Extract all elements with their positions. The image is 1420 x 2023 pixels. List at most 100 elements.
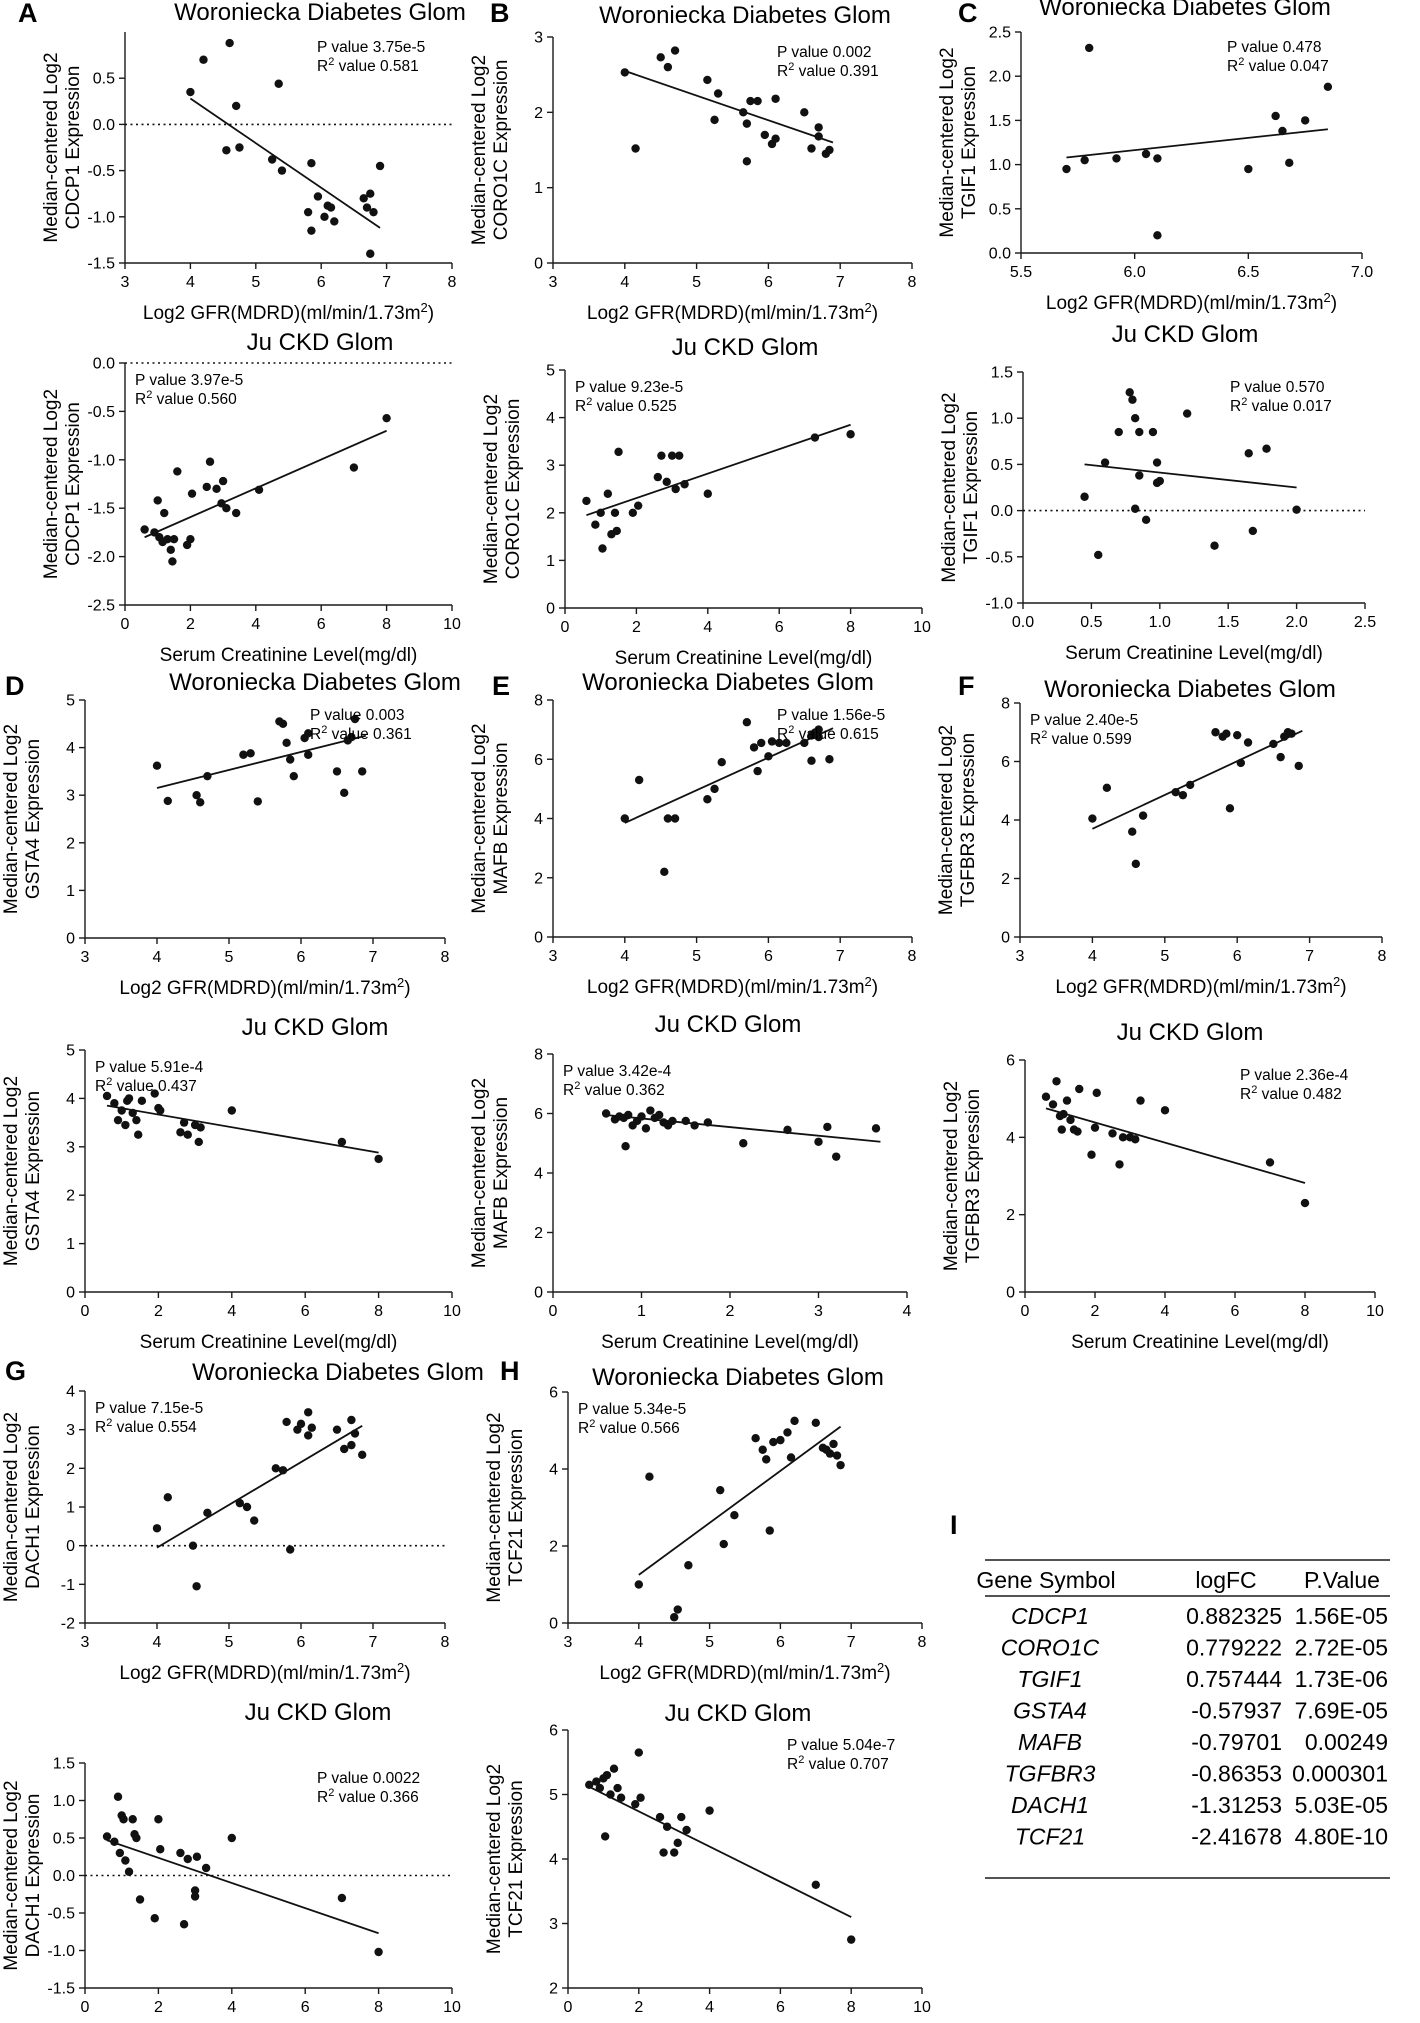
x-tick-label: 3 [81,1634,90,1651]
y-tick-label: 6 [549,1385,558,1402]
data-point [382,413,391,423]
data-point [239,750,248,759]
pvalue-cell: 4.80E-10 [1295,1824,1388,1850]
y-tick-label: 3 [66,1139,75,1156]
y-tick-label: 2 [546,505,555,522]
data-point [154,1815,163,1824]
data-point [713,89,723,98]
y-tick-label: -2.5 [87,598,115,615]
pvalue-cell: 7.69E-05 [1295,1698,1388,1724]
x-axis-label: Log2 GFR(MDRD)(ml/min/1.73m2) [1055,974,1346,999]
x-tick-label: 8 [847,1999,856,2016]
regression-line [106,1104,379,1154]
data-point [682,1825,691,1835]
y-tick-label: 1 [66,883,75,900]
data-point [807,756,816,765]
data-point [739,108,748,117]
data-point [1211,728,1220,737]
chart-title: Ju CKD Glom [1117,1019,1264,1046]
data-point [113,1792,123,1801]
regression-line [624,727,834,824]
chart-title: Woroniecka Diabetes Glom [192,1359,484,1386]
data-point [1100,458,1110,467]
data-point [603,489,613,498]
data-point [1131,1135,1140,1144]
p-value-label: P value 2.36e-4 [1240,1067,1349,1084]
gene-symbol-cell: CDCP1 [1011,1603,1089,1629]
x-axis-label: Log2 GFR(MDRD)(ml/min/1.73m2) [143,300,434,325]
data-point [783,1125,792,1135]
x-tick-label: 10 [443,616,461,633]
x-tick-label: 7 [836,274,845,291]
data-point [1048,1100,1058,1109]
x-tick-label: 8 [908,274,917,291]
x-axis-label: Log2 GFR(MDRD)(ml/min/1.73m2) [599,1660,890,1685]
y-tick-label: 0 [1001,930,1010,947]
x-tick-label: 10 [443,1303,461,1320]
x-axis-label: Serum Creatinine Level(mg/dl) [140,1332,398,1353]
data-point [186,87,195,97]
y-tick-label: 0.0 [93,356,115,373]
data-point [690,1121,699,1130]
y-axis-label: Median-centered Log2TGIF1 Expression [939,392,982,582]
data-point [205,457,215,466]
chart-title: Ju CKD Glom [665,1700,812,1727]
y-tick-label: 2 [549,1981,558,1998]
data-point [278,1466,288,1475]
table-header: logFC [1195,1567,1256,1593]
data-point [296,1419,306,1429]
data-point [153,496,162,505]
data-point [366,249,375,258]
r2-value-label: R2 value 0.560 [135,389,237,408]
data-point [179,1920,189,1929]
y-tick-label: 0.0 [989,246,1011,263]
data-point [135,1895,145,1904]
data-point [347,1415,356,1425]
y-tick-label: -1.5 [47,1981,75,1998]
chart-title: Woroniecka Diabetes Glom [1039,0,1331,21]
chart-title: Woroniecka Diabetes Glom [174,0,466,26]
data-point [657,451,666,460]
x-tick-label: 8 [1301,1303,1310,1320]
data-point [634,1748,643,1757]
x-axis-label: Serum Creatinine Level(mg/dl) [160,645,418,666]
x-tick-label: 5 [251,274,260,291]
x-tick-label: 3 [81,949,90,966]
x-axis-label: Log2 GFR(MDRD)(ml/min/1.73m2) [1046,290,1337,315]
y-tick-label: -1.5 [87,256,115,273]
x-tick-label: 1.0 [1149,614,1171,631]
data-point [102,1091,112,1101]
data-point [166,545,175,555]
y-tick-label: 4 [549,1852,558,1869]
x-tick-label: 0 [561,619,570,636]
x-tick-label: 4 [1161,1303,1170,1320]
x-tick-label: 3 [814,1303,823,1320]
y-tick-label: 0.5 [991,457,1013,474]
data-point [710,115,719,125]
p-value-label: P value 5.34e-5 [578,1401,686,1418]
y-tick-label: 3 [66,1422,75,1439]
data-point [659,1848,668,1857]
data-point [186,534,195,544]
data-point [767,737,777,746]
x-tick-label: 0 [81,1303,90,1320]
x-tick-label: 7 [382,274,391,291]
data-point [582,496,591,506]
p-value-label: P value 7.15e-5 [95,1400,203,1417]
data-point [620,68,629,77]
y-tick-label: 1 [534,180,543,197]
data-point [337,1893,347,1903]
data-point [286,1545,295,1554]
data-point [655,1812,665,1822]
data-point [340,1444,349,1454]
x-tick-label: 3 [121,274,130,291]
gene-symbol-cell: TGFBR3 [1005,1761,1096,1787]
y-axis-label: Median-centered Log2DACH1 Expression [1,1412,44,1602]
chart-D-bottom: Ju CKD Glom 0 2 4 6 8 10 0 1 2 3 4 5 Serum Creatinine… [1,1014,461,1353]
y-axis-label: Median-centered Log2DACH1 Expression [1,1780,44,1970]
data-point [168,557,177,566]
chart-title: Woroniecka Diabetes Glom [592,1364,884,1391]
data-point [253,797,262,806]
chart-C-bottom: Ju CKD Glom 0.0 0.5 1.0 1.5 2.0 2.5 -1.0 -0.5 0.0… [939,321,1376,664]
y-tick-label: 0 [534,256,543,273]
